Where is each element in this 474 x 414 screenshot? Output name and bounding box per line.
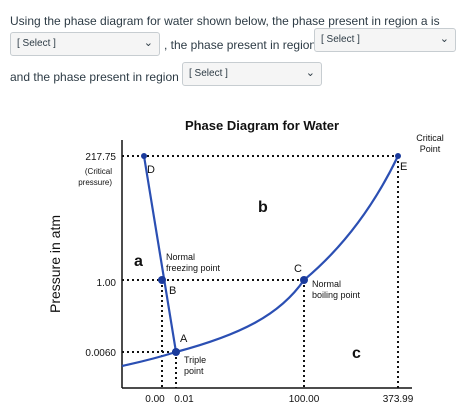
critical-point-dot [395,153,401,159]
diagram-title: Phase Diagram for Water [185,118,339,133]
y-tick-critical: 217.75 [85,152,116,163]
solid-gas-curve [121,350,177,368]
liquid-gas-curve [175,155,399,354]
region-label-b: b [258,199,268,216]
triple-label-line1: Triple [184,355,206,365]
solid-liquid-line [142,155,178,353]
select-region-c-value: [ Select ] [189,68,228,79]
point-label-c: C [294,263,302,275]
select-region-b-value: [ Select ] [321,34,360,45]
region-label-c: c [352,345,361,362]
point-d-dot [141,153,147,159]
question-text-part3: and the phase present in region c is [10,70,201,84]
point-label-b: B [169,285,176,297]
triple-label-line2: point [184,366,204,376]
critical-pressure-label-line1: (Critical [85,167,112,176]
chevron-down-icon: ⌄ [439,33,449,45]
y-tick-triple: 0.0060 [85,348,116,359]
chevron-down-icon: ⌄ [143,37,153,49]
phase-diagram: Phase Diagram for Water Pressure in atm … [47,118,444,405]
freezing-label-line1: Normal [166,252,195,262]
select-region-c[interactable]: [ Select ] ⌄ [182,62,322,86]
y-tick-one-atm: 1.00 [97,278,117,289]
y-axis-label: Pressure in atm [47,215,63,313]
guide-lines [122,155,399,388]
chevron-down-icon: ⌄ [305,67,315,79]
region-label-a: a [134,253,143,270]
point-label-e: E [400,161,407,173]
boiling-label-line1: Normal [312,279,341,289]
triple-point-dot [172,348,180,356]
point-label-a: A [180,333,188,345]
x-tick-001: 0.01 [174,394,194,405]
x-tick-100: 100.00 [289,394,320,405]
freezing-point-dot [158,276,166,284]
critical-pressure-label-line2: pressure) [78,178,112,187]
boiling-point-dot [300,276,308,284]
phase-boundaries [121,155,399,368]
select-region-a[interactable]: [ Select ] ⌄ [10,32,160,56]
freezing-label-line2: freezing point [166,263,221,273]
point-label-d: D [147,164,155,176]
critical-point-label-line1: Critical [416,133,444,143]
boiling-label-line2: boiling point [312,290,361,300]
select-region-b[interactable]: [ Select ] ⌄ [314,28,456,52]
critical-point-label-line2: Point [420,144,441,154]
select-region-a-value: [ Select ] [17,38,56,49]
question-text-part2: , the phase present in region b is [164,38,339,52]
x-tick-0: 0.00 [145,394,165,405]
question-text-part1: Using the phase diagram for water shown … [10,14,440,28]
x-tick-37399: 373.99 [383,394,414,405]
